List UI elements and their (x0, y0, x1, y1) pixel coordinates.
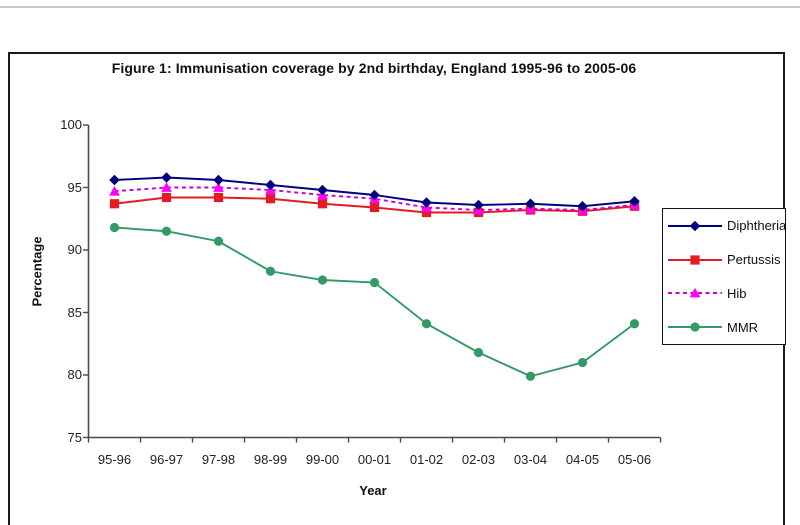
data-point-mmr-99-00 (317, 275, 328, 285)
x-tick-label-00-01: 00-01 (357, 452, 392, 467)
legend-label-hib: Hib (727, 285, 747, 301)
x-tick-label-95-96: 95-96 (97, 452, 132, 467)
data-point-pertussis-99-00 (317, 199, 328, 209)
x-tick-label-97-98: 97-98 (201, 452, 236, 467)
legend-label-mmr: MMR (727, 319, 759, 335)
x-tick-label-96-97: 96-97 (149, 452, 184, 467)
data-point-diphtheria-04-05 (577, 200, 588, 212)
legend-item-mmr: MMR (663, 310, 785, 344)
data-point-mmr-04-05 (577, 357, 588, 368)
data-point-diphtheria-96-97 (161, 172, 172, 183)
data-point-pertussis-97-98 (213, 192, 224, 203)
series-line-mmr (114, 226, 636, 378)
data-point-pertussis-01-02 (421, 207, 432, 218)
data-point-mmr-00-01 (369, 277, 380, 288)
legend-item-pertussis: Pertussis (663, 243, 785, 277)
x-tick-label-02-03: 02-03 (461, 452, 496, 467)
legend-swatch-diphtheria-icon (668, 220, 722, 232)
figure-box (8, 52, 785, 525)
data-point-hib-97-98 (213, 182, 224, 192)
data-point-mmr-05-06 (629, 319, 640, 329)
legend-swatch-mmr-icon (668, 322, 722, 332)
x-tick-label-99-00: 99-00 (305, 452, 340, 467)
page-top-rule (0, 6, 800, 8)
data-point-hib-95-96 (109, 186, 120, 196)
data-point-pertussis-98-99 (265, 194, 276, 204)
x-tick-label-98-99: 98-99 (253, 452, 288, 467)
data-point-mmr-02-03 (473, 347, 484, 358)
data-point-diphtheria-05-06 (629, 195, 640, 207)
legend-label-pertussis: Pertussis (727, 252, 781, 268)
x-tick-label-03-04: 03-04 (513, 452, 548, 467)
y-axis-title: Percentage (29, 236, 45, 307)
data-point-diphtheria-01-02 (421, 197, 432, 208)
data-point-mmr-96-97 (161, 226, 172, 236)
legend-item-hib: Hib (663, 277, 785, 311)
data-point-pertussis-00-01 (369, 202, 380, 213)
x-axis-title: Year (359, 483, 387, 498)
legend-swatch-pertussis-icon (668, 255, 722, 265)
data-point-mmr-01-02 (421, 319, 432, 329)
y-tick-label-75: 75 (67, 429, 82, 445)
data-point-diphtheria-97-98 (213, 174, 224, 186)
x-tick-label-04-05: 04-05 (565, 452, 600, 467)
x-tick-label-01-02: 01-02 (409, 452, 444, 467)
y-tick-label-95: 95 (67, 179, 82, 195)
data-point-hib-96-97 (161, 182, 172, 192)
y-tick-label-90: 90 (67, 242, 82, 257)
data-point-mmr-03-04 (525, 371, 536, 381)
y-tick-label-85: 85 (67, 304, 82, 320)
data-point-diphtheria-00-01 (369, 189, 380, 201)
data-point-pertussis-96-97 (161, 192, 172, 203)
legend-item-diphtheria: Diphtheria (663, 209, 787, 243)
data-point-diphtheria-98-99 (265, 179, 276, 191)
y-tick-label-80: 80 (67, 367, 82, 382)
data-point-diphtheria-99-00 (317, 184, 328, 196)
data-point-mmr-98-99 (265, 266, 276, 276)
data-point-mmr-95-96 (109, 222, 120, 233)
y-tick-label-100: 100 (60, 117, 82, 132)
chart-title: Figure 1: Immunisation coverage by 2nd b… (111, 60, 637, 76)
legend-label-diphtheria: Diphtheria (727, 218, 787, 234)
plot-area (83, 124, 662, 443)
x-tick-label-05-06: 05-06 (617, 452, 652, 467)
legend-swatch-hib-icon (668, 288, 722, 298)
data-point-pertussis-95-96 (109, 199, 120, 209)
data-point-diphtheria-02-03 (473, 199, 484, 211)
data-point-mmr-97-98 (213, 236, 224, 246)
legend-box: Diphtheria Pertussis Hib MMR (662, 208, 786, 345)
data-point-diphtheria-95-96 (109, 174, 120, 186)
